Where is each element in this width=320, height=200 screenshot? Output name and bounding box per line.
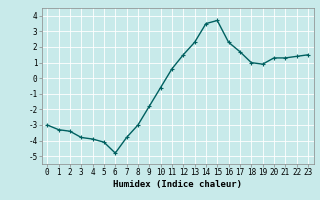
X-axis label: Humidex (Indice chaleur): Humidex (Indice chaleur) (113, 180, 242, 189)
